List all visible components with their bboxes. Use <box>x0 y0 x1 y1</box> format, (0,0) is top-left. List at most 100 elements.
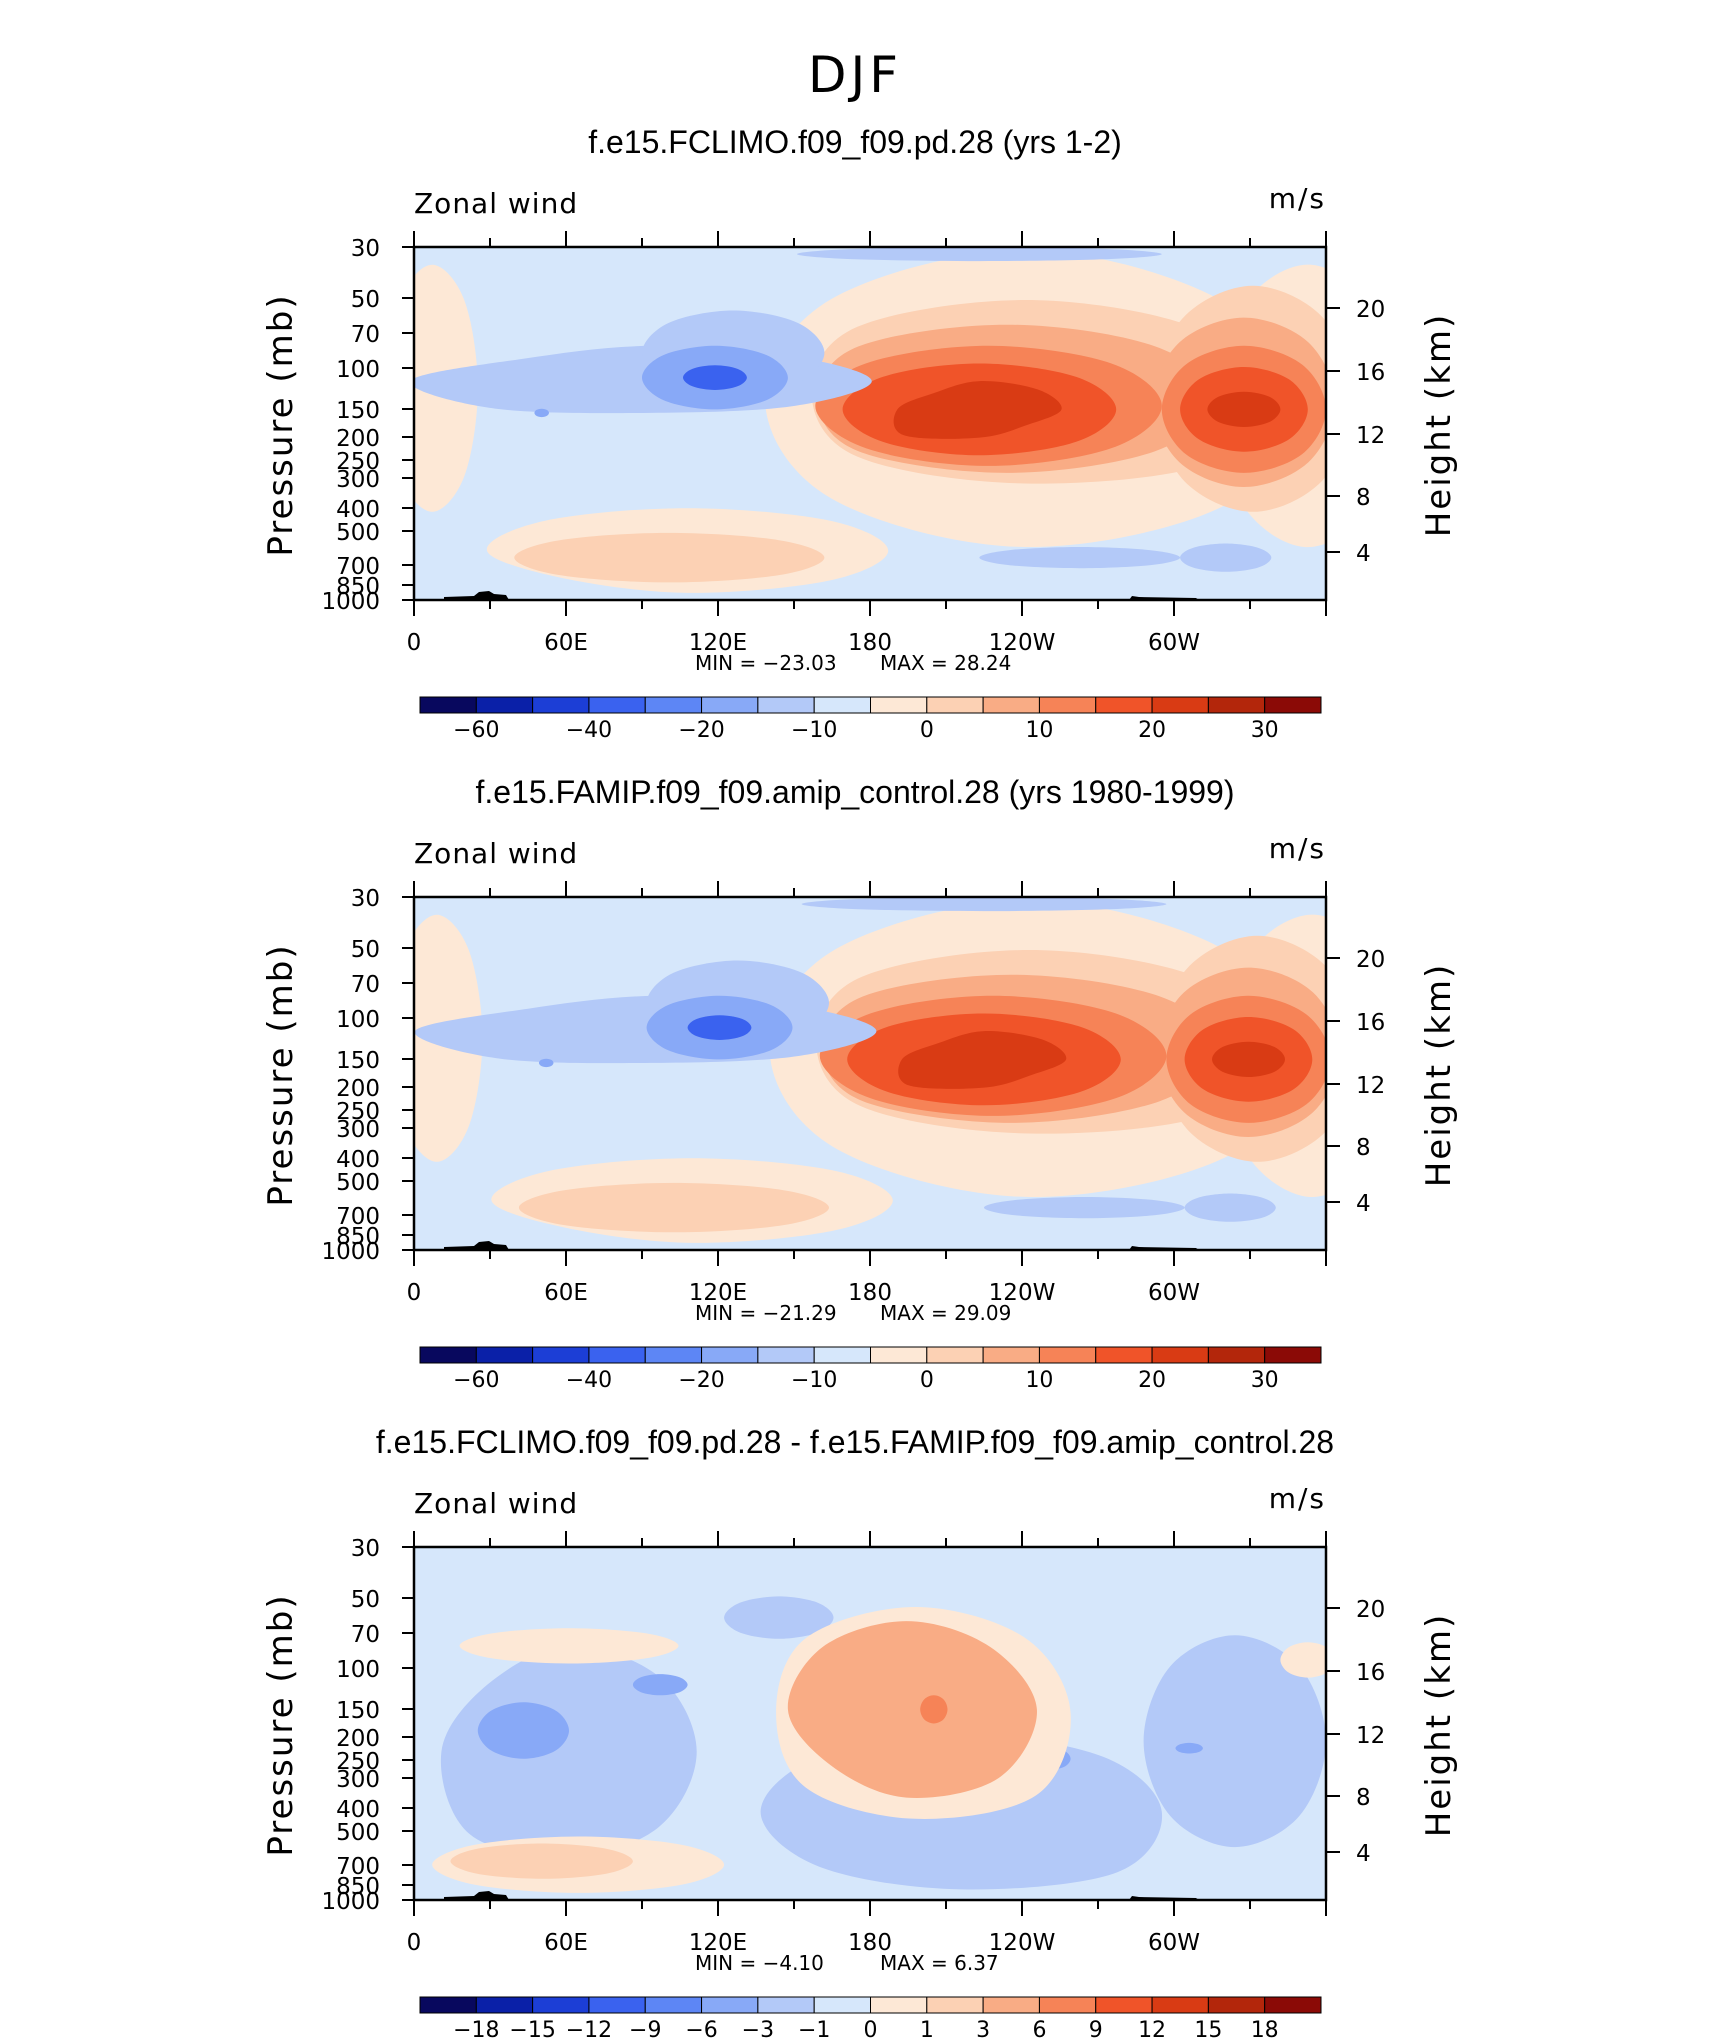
colorbar-swatch <box>813 696 871 714</box>
colorbar-swatch <box>475 696 534 714</box>
y2-tick-label: 8 <box>1356 1135 1371 1161</box>
y-tick-label: 700 <box>336 1204 380 1230</box>
colorbar-swatch <box>1095 1996 1153 2014</box>
contour-region <box>1207 391 1281 427</box>
y2-tick-label: 8 <box>1356 1785 1371 1811</box>
contour-region <box>1212 1041 1285 1077</box>
colorbar-swatch <box>644 1346 703 1364</box>
colorbar-swatch <box>926 1996 984 2014</box>
y2-axis-title: Height (km) <box>1419 963 1459 1188</box>
contour-region <box>459 1628 679 1664</box>
y2-tick-label: 20 <box>1356 947 1385 973</box>
x-tick-label: 120W <box>989 630 1056 656</box>
colorbar-swatch <box>475 1996 534 2014</box>
y2-tick-label: 16 <box>1356 1660 1385 1686</box>
topography-tibet <box>444 1891 509 1900</box>
contour-region <box>1280 1642 1326 1678</box>
y2-tick-label: 8 <box>1356 485 1371 511</box>
colorbar-swatch <box>870 1346 928 1364</box>
colorbar-swatch <box>870 1996 928 2014</box>
units-label: m/s <box>1269 182 1326 215</box>
colorbar-label: −18 <box>453 2018 499 2038</box>
colorbar-label: −60 <box>453 718 499 743</box>
colorbar-swatch <box>926 1346 984 1364</box>
x-tick-label: 120W <box>989 1280 1056 1306</box>
x-tick-label: 60W <box>1148 1930 1200 1956</box>
colorbar-label: −9 <box>629 2018 661 2038</box>
min-value: MIN = −23.03 <box>695 651 837 675</box>
colorbar: −60 −40 −20 −10 0 10 20 30 <box>419 1346 1322 1393</box>
y-tick-label: 400 <box>336 1147 380 1173</box>
colorbar-swatch <box>1038 1996 1097 2014</box>
contour-region <box>683 365 747 390</box>
y-tick-label: 300 <box>336 1117 380 1143</box>
y-tick-label: 700 <box>336 554 380 580</box>
variable-label: Zonal wind <box>414 187 578 220</box>
colorbar-label: −10 <box>791 1368 837 1393</box>
contour-region <box>477 1702 569 1759</box>
contour-region <box>787 1621 1037 1798</box>
y-tick-label: 850 <box>336 1874 380 1900</box>
colorbar-swatch <box>1207 696 1266 714</box>
y-tick-label: 50 <box>351 1587 380 1613</box>
contour-region <box>534 408 549 418</box>
y-tick-label: 70 <box>351 322 380 348</box>
contour-region <box>1175 1742 1203 1754</box>
contour-region <box>724 1596 834 1639</box>
y-tick-label: 850 <box>336 1224 380 1250</box>
colorbar-label: 30 <box>1251 718 1279 743</box>
y-tick-label: 70 <box>351 972 380 998</box>
x-tick-label: 60E <box>544 1930 588 1956</box>
x-tick-label: 0 <box>407 1280 422 1306</box>
colorbar-swatch <box>1264 696 1322 714</box>
variable-label: Zonal wind <box>414 837 578 870</box>
x-tick-label: 120E <box>689 1930 747 1956</box>
colorbar-label: 1 <box>920 2018 934 2038</box>
colorbar-swatch <box>701 1346 759 1364</box>
contour-region <box>632 1674 688 1696</box>
contour-field <box>414 247 1326 600</box>
y-tick-label: 200 <box>336 1076 380 1102</box>
y-axis-title: Pressure (mb) <box>261 943 301 1206</box>
colorbar-swatch <box>982 1996 1040 2014</box>
colorbar-label: 9 <box>1089 2018 1103 2038</box>
colorbar-label: 18 <box>1251 2018 1279 2038</box>
colorbar-swatch <box>1038 696 1097 714</box>
colorbar-label: −1 <box>798 2018 830 2038</box>
colorbar-swatch <box>644 1996 703 2014</box>
y-tick-label: 700 <box>336 1854 380 1880</box>
colorbar: −18 −15 −12 −9 −6 −3 −1 0 1 3 6 9 12 15 18 <box>419 1996 1322 2038</box>
contour-region <box>801 897 1167 912</box>
colorbar-swatch <box>1151 1996 1209 2014</box>
y2-tick-label: 12 <box>1356 1723 1385 1749</box>
colorbar-label: 6 <box>1032 2018 1046 2038</box>
colorbar-swatch <box>532 696 590 714</box>
y2-tick-label: 16 <box>1356 1010 1385 1036</box>
contour-region <box>893 381 1062 439</box>
contour-region <box>984 1197 1185 1219</box>
colorbar-swatch <box>757 696 815 714</box>
y-axis-title: Pressure (mb) <box>261 293 301 556</box>
colorbar-label: −40 <box>566 1368 612 1393</box>
min-value: MIN = −21.29 <box>695 1301 837 1325</box>
y2-tick-label: 4 <box>1356 1191 1371 1217</box>
colorbar-label: −3 <box>742 2018 774 2038</box>
colorbar-swatch <box>701 696 759 714</box>
colorbar-label: −40 <box>566 718 612 743</box>
x-tick-label: 120E <box>689 1280 747 1306</box>
colorbar-swatch <box>532 1996 590 2014</box>
contour-region <box>979 547 1181 569</box>
y-axis-title: Pressure (mb) <box>261 1593 301 1856</box>
y2-axis-title: Height (km) <box>1419 313 1459 538</box>
contour-region <box>1180 543 1272 572</box>
colorbar-label: −15 <box>509 2018 555 2038</box>
contour-region <box>687 1015 752 1040</box>
colorbar-swatch <box>419 1996 477 2014</box>
units-label: m/s <box>1269 1482 1326 1515</box>
x-tick-label: 120E <box>689 630 747 656</box>
y2-tick-label: 4 <box>1356 541 1371 567</box>
y-tick-label: 100 <box>336 1007 380 1033</box>
colorbar-label: 10 <box>1025 1368 1053 1393</box>
colorbar-label: −20 <box>678 1368 724 1393</box>
